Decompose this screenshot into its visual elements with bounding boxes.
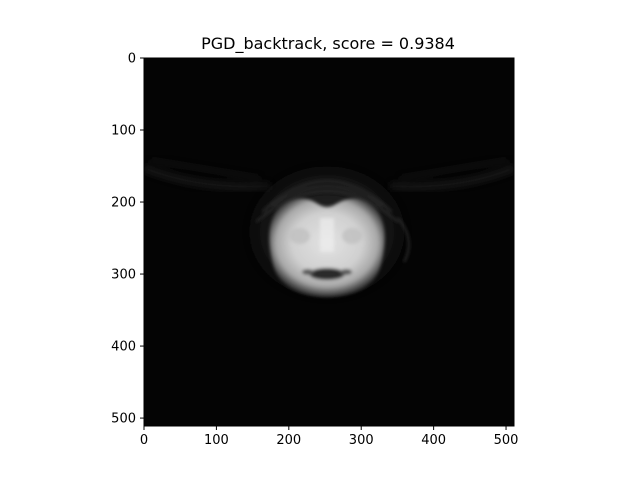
y-tick-label: 200	[111, 196, 136, 211]
x-tick-label: 0	[140, 433, 148, 448]
chart-title: PGD_backtrack, score = 0.9384	[201, 34, 455, 54]
x-tick-label: 400	[421, 433, 446, 448]
y-tick-label: 300	[111, 268, 136, 283]
y-axis: 0 100 200 300 400 500	[111, 52, 144, 427]
x-tick-label: 500	[494, 433, 519, 448]
x-tick-label: 200	[276, 433, 301, 448]
y-tick-label: 400	[111, 340, 136, 355]
y-tick-label: 500	[111, 412, 136, 427]
x-tick-label: 300	[349, 433, 374, 448]
x-tick-label: 100	[204, 433, 229, 448]
ct-image	[144, 58, 514, 426]
bright-object	[269, 198, 385, 297]
x-axis: 0 100 200 300 400 500	[140, 426, 519, 448]
y-tick-label: 100	[111, 124, 136, 139]
y-tick-label: 0	[128, 52, 136, 67]
